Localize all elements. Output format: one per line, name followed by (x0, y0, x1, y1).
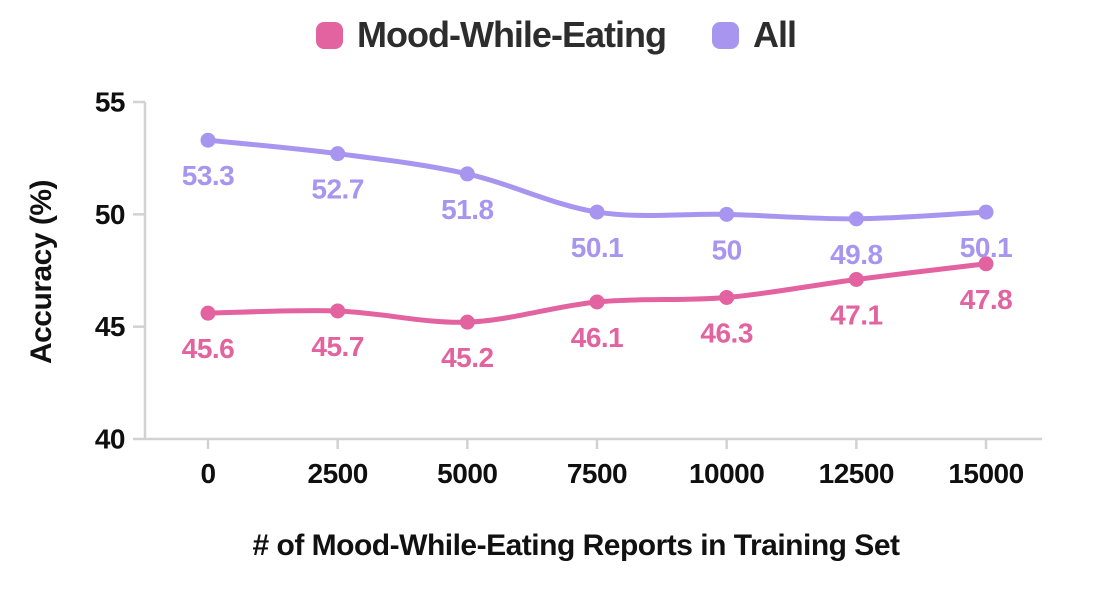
legend-item-mood-while-eating: Mood-While-Eating (316, 14, 667, 56)
data-point-value-label: 45.7 (311, 331, 364, 362)
y-tick-label: 40 (95, 424, 125, 455)
data-point-value-label: 47.8 (960, 284, 1013, 315)
data-point-marker (589, 204, 605, 220)
x-tick-label: 12500 (819, 458, 894, 489)
y-tick-label: 45 (95, 311, 125, 342)
data-point-marker (589, 294, 605, 310)
legend-label-all: All (752, 14, 797, 55)
data-point-value-label: 53.3 (182, 160, 235, 191)
data-point-marker (719, 289, 735, 305)
x-tick-label: 15000 (948, 458, 1023, 489)
x-axis-title: # of Mood-While-Eating Reports in Traini… (252, 529, 901, 562)
data-point-marker (330, 146, 346, 162)
data-point-marker (459, 314, 475, 330)
x-tick-label: 2500 (308, 458, 368, 489)
data-point-value-label: 47.1 (830, 299, 883, 330)
data-point-value-label: 50 (712, 234, 742, 265)
data-point-marker (848, 211, 864, 227)
legend-item-all: All (711, 14, 797, 56)
data-point-value-label: 50.1 (571, 232, 624, 263)
legend-swatch-all-icon (711, 21, 739, 49)
data-point-value-label: 51.8 (441, 194, 494, 225)
data-point-marker (978, 256, 994, 272)
legend-swatch-mood-while-eating-icon (316, 21, 344, 49)
data-point-value-label: 49.8 (830, 239, 883, 270)
data-point-marker (330, 303, 346, 319)
data-point-marker (978, 204, 994, 220)
data-point-value-label: 46.3 (700, 317, 753, 348)
data-point-marker (848, 271, 864, 287)
x-tick-label: 5000 (437, 458, 497, 489)
data-point-value-label: 46.1 (571, 322, 624, 353)
legend-label-mood-while-eating: Mood-While-Eating (357, 14, 667, 55)
x-tick-label: 0 (200, 458, 215, 489)
x-tick-label: 7500 (567, 458, 627, 489)
data-point-value-label: 45.2 (441, 342, 494, 373)
data-point-value-label: 50.1 (960, 232, 1013, 263)
y-tick-label: 50 (95, 199, 125, 230)
data-point-marker (719, 206, 735, 222)
x-tick-label: 10000 (689, 458, 764, 489)
data-point-marker (459, 166, 475, 182)
y-tick-label: 55 (95, 87, 125, 118)
data-point-value-label: 52.7 (311, 174, 364, 205)
data-point-marker (200, 305, 216, 321)
data-point-value-label: 45.6 (182, 333, 235, 364)
data-point-marker (200, 132, 216, 148)
chart-legend: Mood-While-Eating All (0, 14, 1112, 56)
